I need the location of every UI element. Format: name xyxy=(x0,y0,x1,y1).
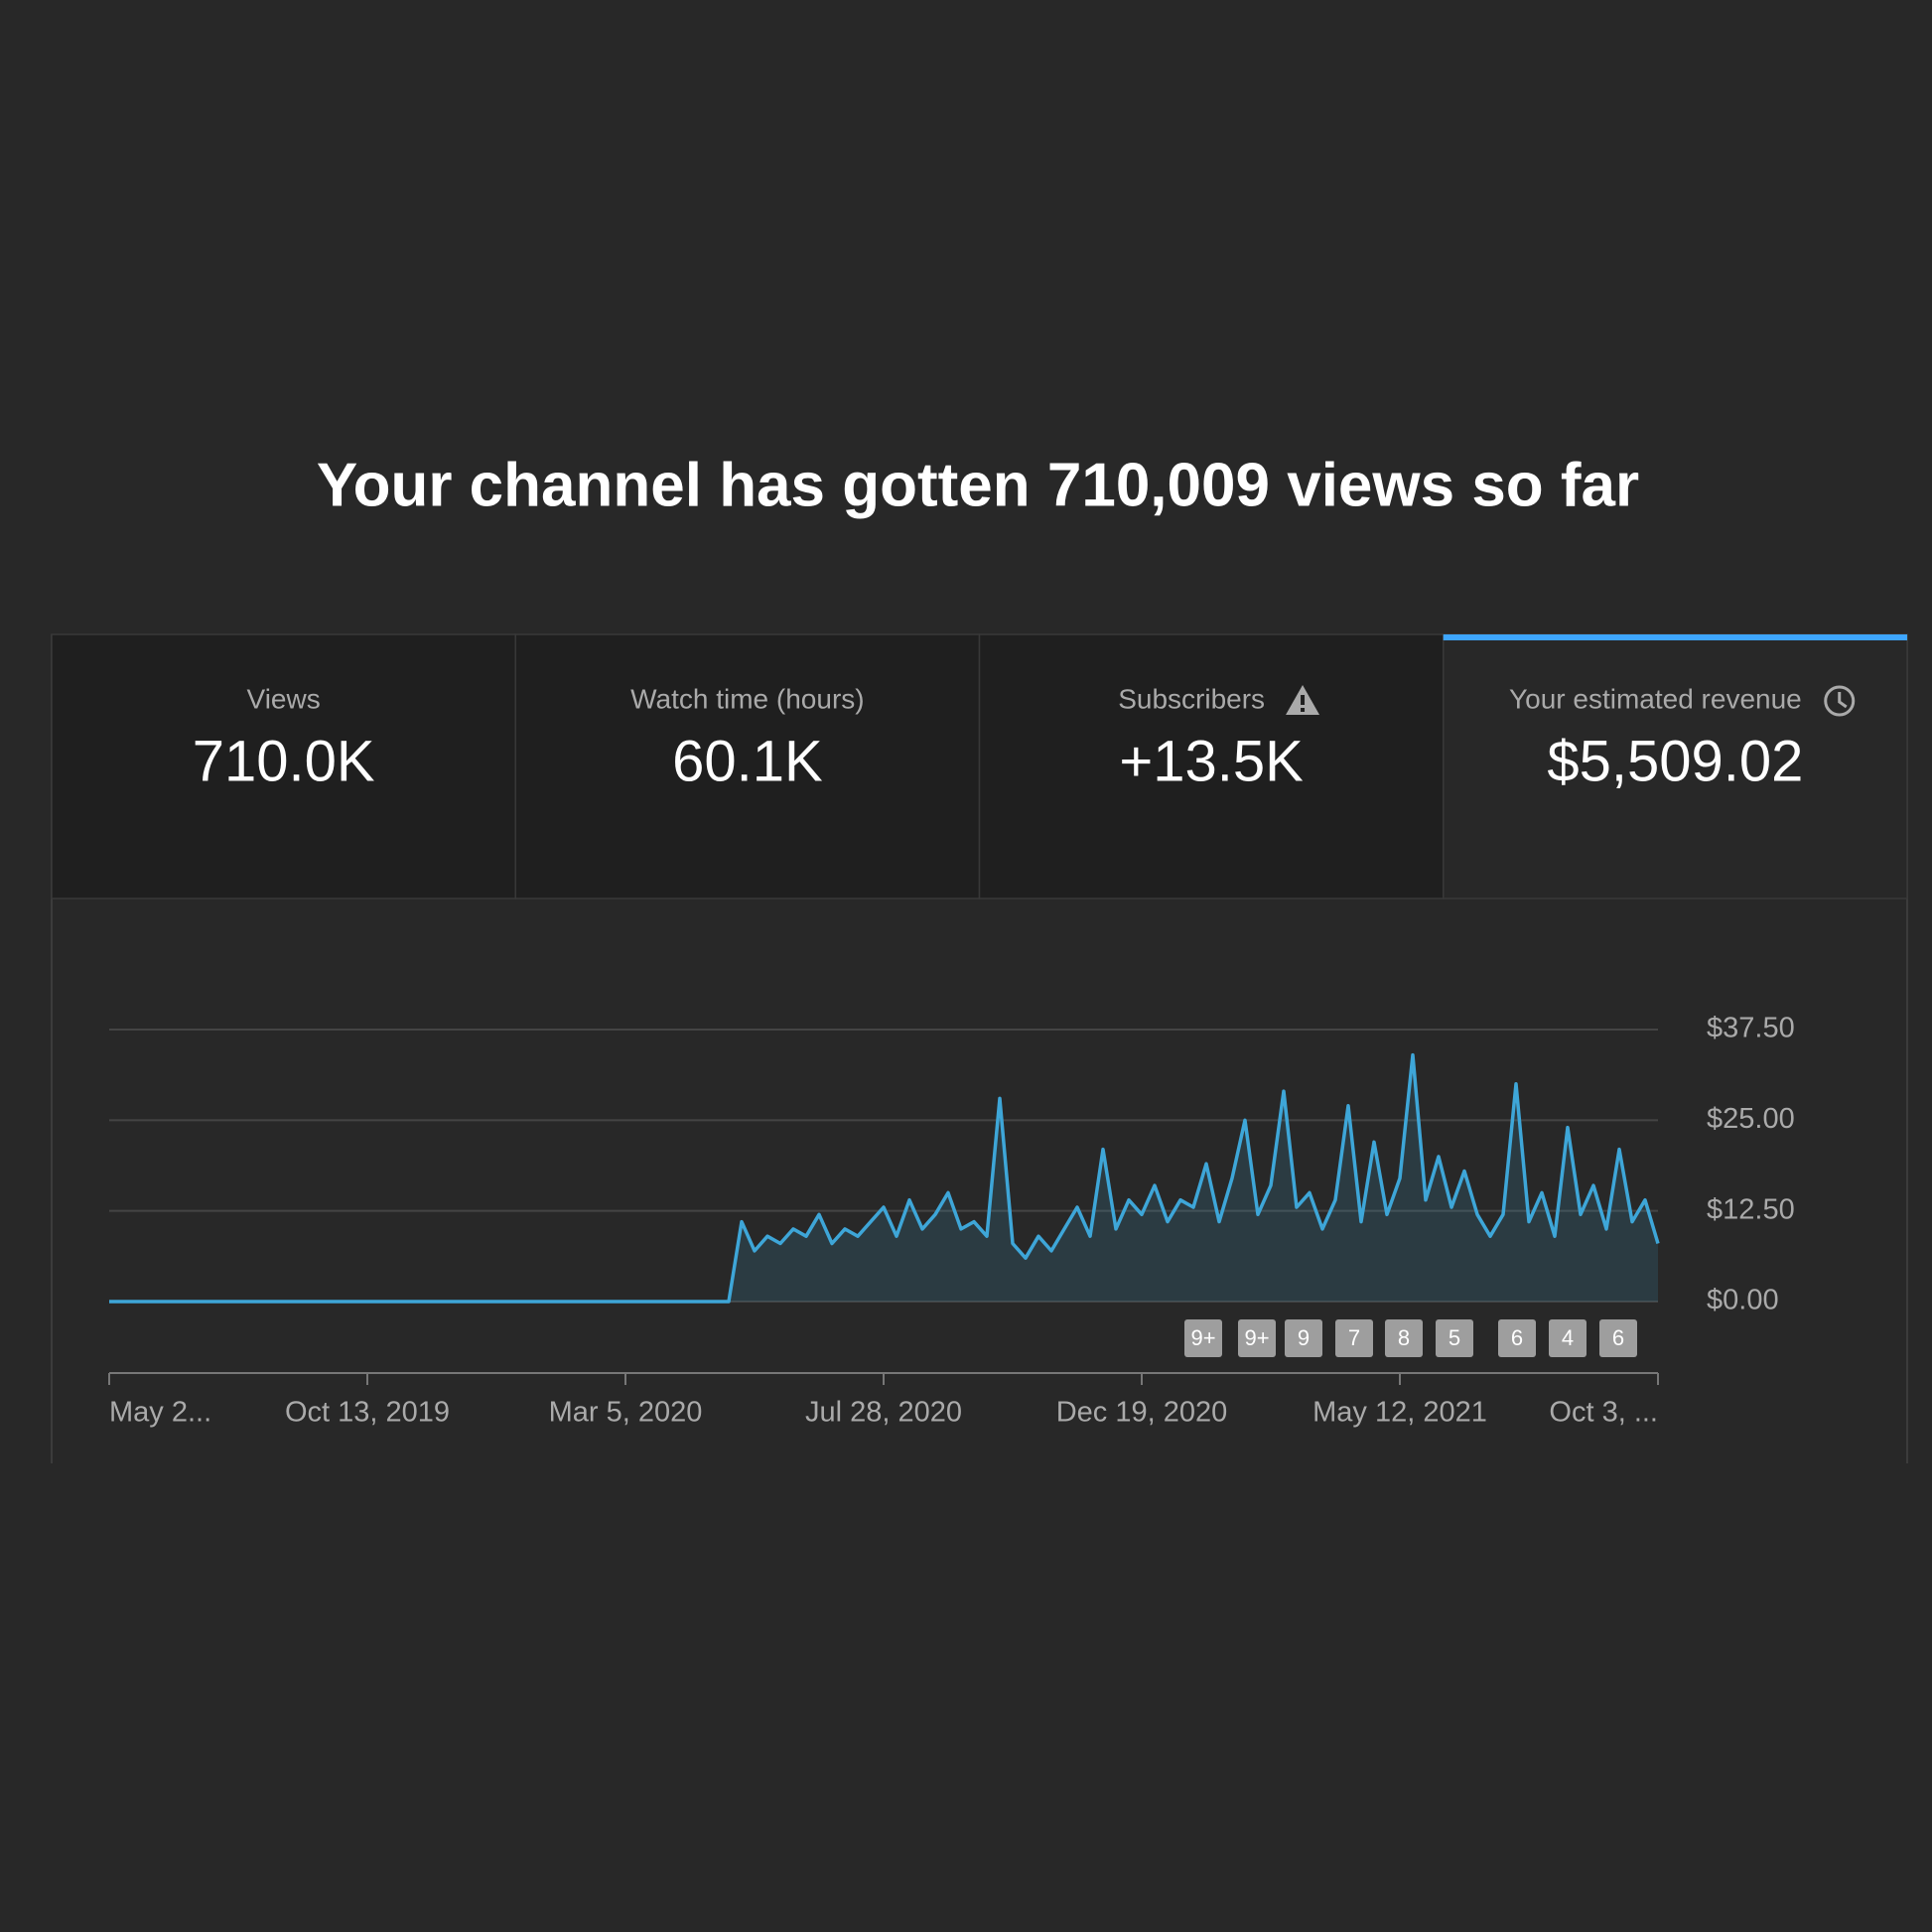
tab-background xyxy=(514,633,981,899)
note-marker[interactable]: 8 xyxy=(1385,1319,1423,1357)
note-marker-label: 4 xyxy=(1562,1325,1574,1350)
x-tick-label: Oct 3, ... xyxy=(1549,1397,1658,1429)
headline: Your channel has gotten 710,009 views so… xyxy=(317,451,1639,519)
y-tick-label: $37.50 xyxy=(1707,1013,1795,1044)
warning-icon-mark xyxy=(1301,708,1306,712)
metric-label: Views xyxy=(247,683,321,714)
metric-value: +13.5K xyxy=(1119,729,1304,793)
note-marker[interactable]: 5 xyxy=(1436,1319,1473,1357)
warning-icon-mark xyxy=(1301,695,1306,705)
note-marker[interactable]: 9+ xyxy=(1184,1319,1222,1357)
y-tick-label: $25.00 xyxy=(1707,1103,1795,1135)
x-tick-label: Dec 19, 2020 xyxy=(1056,1397,1228,1429)
metric-tab[interactable]: Subscribers +13.5K xyxy=(978,633,1445,899)
note-marker-box xyxy=(1599,1319,1637,1357)
x-tick-label: Oct 13, 2019 xyxy=(285,1397,450,1429)
metric-label: Your estimated revenue xyxy=(1509,683,1802,714)
note-marker-box xyxy=(1335,1319,1373,1357)
line xyxy=(109,1052,1660,1304)
note-marker-box xyxy=(1238,1319,1276,1357)
note-marker-box xyxy=(1549,1319,1587,1357)
tab-background xyxy=(978,633,1445,899)
note-marker[interactable]: 9+ xyxy=(1238,1319,1276,1357)
metric-label: Watch time (hours) xyxy=(630,683,864,714)
note-marker[interactable]: 4 xyxy=(1549,1319,1587,1357)
y-tick-label: $0.00 xyxy=(1707,1285,1779,1316)
note-marker[interactable]: 6 xyxy=(1498,1319,1536,1357)
note-marker-label: 6 xyxy=(1511,1325,1523,1350)
area xyxy=(109,1054,1658,1302)
x-tick-label: May 2... xyxy=(109,1397,211,1429)
note-marker-box xyxy=(1285,1319,1322,1357)
clock-icon-hands xyxy=(1838,692,1848,709)
note-marker[interactable]: 6 xyxy=(1599,1319,1637,1357)
note-marker-label: 9 xyxy=(1298,1325,1310,1350)
x-tick-label: Mar 5, 2020 xyxy=(549,1397,703,1429)
note-marker-label: 9+ xyxy=(1190,1325,1215,1350)
note-marker-label: 5 xyxy=(1449,1325,1460,1350)
metric-value: 60.1K xyxy=(672,729,823,793)
metric-value: 710.0K xyxy=(193,729,375,793)
metric-tab[interactable]: Watch time (hours) 60.1K xyxy=(514,633,981,899)
note-marker-label: 7 xyxy=(1348,1325,1360,1350)
clock-icon xyxy=(1824,685,1856,717)
note-marker-label: 9+ xyxy=(1244,1325,1269,1350)
metric-tab[interactable]: Views 710.0K xyxy=(51,633,516,899)
metric-tab[interactable]: Your estimated revenue $5,509.02 xyxy=(1443,633,1908,899)
note-marker-label: 8 xyxy=(1398,1325,1410,1350)
note-marker-box xyxy=(1184,1319,1222,1357)
note-marker-box xyxy=(1436,1319,1473,1357)
note-marker-box xyxy=(1385,1319,1423,1357)
x-tick-label: Jul 28, 2020 xyxy=(805,1397,962,1429)
tab-selected-indicator xyxy=(1443,634,1907,640)
y-tick-label: $12.50 xyxy=(1707,1193,1795,1225)
note-marker-label: 6 xyxy=(1612,1325,1624,1350)
x-tick-label: May 12, 2021 xyxy=(1312,1397,1487,1429)
note-marker-box xyxy=(1498,1319,1536,1357)
metric-label: Subscribers xyxy=(1118,683,1265,714)
note-marker[interactable]: 7 xyxy=(1335,1319,1373,1357)
tab-background xyxy=(51,633,516,899)
tab-background xyxy=(1443,633,1908,899)
metric-value: $5,509.02 xyxy=(1547,729,1803,793)
note-marker[interactable]: 9 xyxy=(1285,1319,1322,1357)
